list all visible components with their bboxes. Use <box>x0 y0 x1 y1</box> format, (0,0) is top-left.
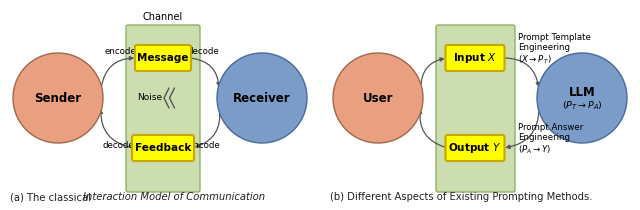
Text: $(P_A \rightarrow Y)$: $(P_A \rightarrow Y)$ <box>518 144 552 156</box>
Text: Sender: Sender <box>35 92 81 105</box>
FancyBboxPatch shape <box>135 45 191 71</box>
FancyArrowPatch shape <box>507 109 539 148</box>
FancyArrowPatch shape <box>419 110 445 147</box>
FancyArrowPatch shape <box>196 109 220 147</box>
FancyBboxPatch shape <box>445 45 504 71</box>
Text: decode: decode <box>187 46 219 55</box>
Text: $(X \rightarrow P_T)$: $(X \rightarrow P_T)$ <box>518 54 552 66</box>
FancyBboxPatch shape <box>126 25 200 192</box>
Text: Interaction Model of Communication: Interaction Model of Communication <box>83 192 265 202</box>
FancyArrowPatch shape <box>99 110 131 147</box>
Text: Engineering: Engineering <box>518 43 570 52</box>
Text: Message: Message <box>137 53 189 63</box>
Text: encode: encode <box>189 140 220 150</box>
Text: (a) The classical: (a) The classical <box>10 192 94 202</box>
Text: $(P_T \rightarrow P_A)$: $(P_T \rightarrow P_A)$ <box>561 100 602 112</box>
Circle shape <box>13 53 103 143</box>
Text: encode: encode <box>104 46 136 55</box>
Circle shape <box>333 53 423 143</box>
FancyBboxPatch shape <box>132 135 194 161</box>
Text: decode: decode <box>102 140 134 150</box>
Text: .: . <box>246 192 249 202</box>
Text: (b) Different Aspects of Existing Prompting Methods.: (b) Different Aspects of Existing Prompt… <box>330 192 593 202</box>
Circle shape <box>217 53 307 143</box>
Text: Prompt Template: Prompt Template <box>518 34 591 42</box>
Text: LLM: LLM <box>568 85 595 98</box>
Text: Feedback: Feedback <box>135 143 191 153</box>
FancyArrowPatch shape <box>505 58 540 86</box>
Circle shape <box>537 53 627 143</box>
Text: Output $Y$: Output $Y$ <box>448 141 502 155</box>
Text: Prompt Answer: Prompt Answer <box>518 123 583 133</box>
FancyArrowPatch shape <box>192 58 220 86</box>
Text: Input $X$: Input $X$ <box>453 51 497 65</box>
FancyBboxPatch shape <box>445 135 504 161</box>
FancyArrowPatch shape <box>421 58 444 87</box>
Text: User: User <box>363 92 393 105</box>
Text: Channel: Channel <box>143 12 183 22</box>
FancyArrowPatch shape <box>101 56 133 87</box>
Text: Noise: Noise <box>137 93 162 102</box>
Text: Engineering: Engineering <box>518 134 570 143</box>
Text: Receiver: Receiver <box>233 92 291 105</box>
FancyBboxPatch shape <box>436 25 515 192</box>
